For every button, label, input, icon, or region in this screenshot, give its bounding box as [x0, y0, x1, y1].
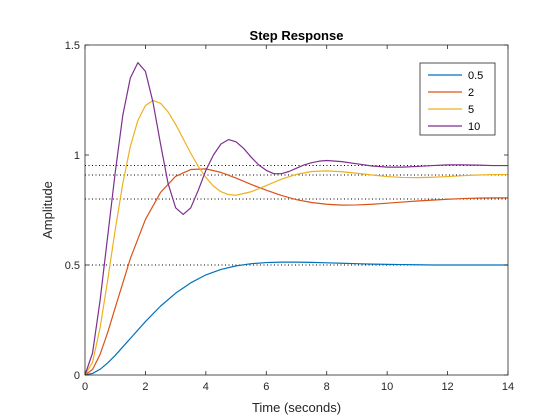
series-line-5 [84, 99, 508, 376]
legend-label: 2 [468, 87, 474, 99]
legend-label: 10 [468, 121, 480, 133]
x-tick-label: 8 [324, 381, 330, 393]
legend: 0.5 2 5 10 [419, 62, 496, 136]
x-tick-label: 10 [381, 381, 393, 393]
y-tick-label: 0.5 [65, 260, 80, 272]
x-tick-label: 14 [502, 381, 514, 393]
x-tick-label: 2 [142, 381, 148, 393]
series-line-10 [84, 61, 508, 376]
legend-label: 5 [468, 104, 474, 116]
series-line-2 [84, 168, 508, 376]
y-tick-label: 1 [74, 150, 80, 162]
series-lines [84, 61, 508, 376]
y-tick-label: 0 [74, 370, 80, 382]
x-tick-label: 0 [82, 381, 88, 393]
y-axis-label: Amplitude [40, 181, 55, 239]
x-tick-label: 4 [203, 381, 209, 393]
chart-title: Step Response [250, 28, 344, 43]
steady-state-reference-lines [85, 165, 508, 266]
legend-label: 0.5 [468, 70, 483, 82]
x-tick-label: 12 [441, 381, 453, 393]
plot-frame [84, 44, 509, 376]
legend-box [419, 62, 496, 136]
y-tick-label: 1.5 [65, 40, 80, 52]
x-tick-label: 6 [263, 381, 269, 393]
series-line-0.5 [84, 261, 508, 376]
x-axis-label: Time (seconds) [252, 400, 341, 415]
